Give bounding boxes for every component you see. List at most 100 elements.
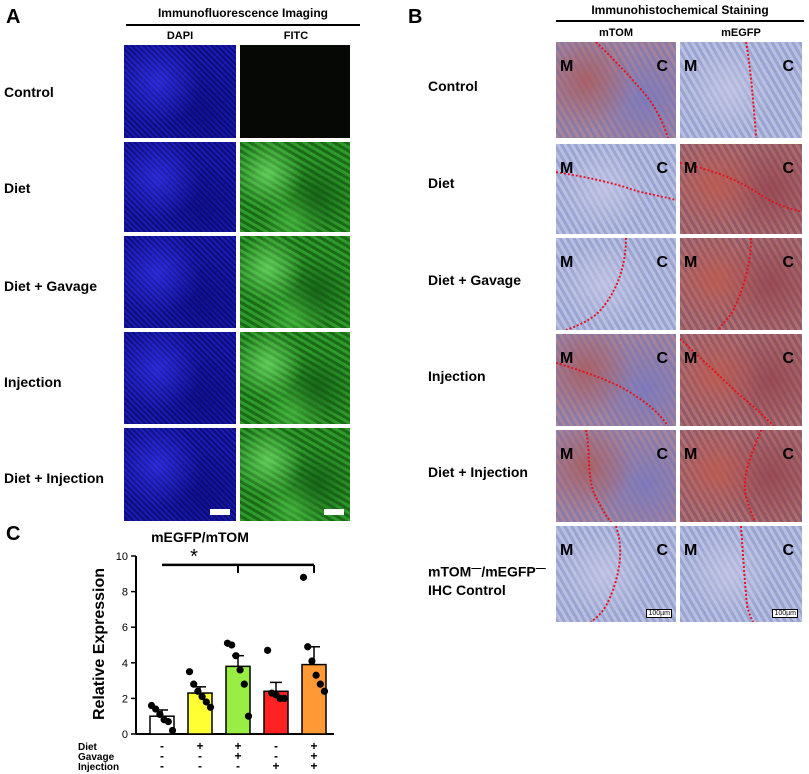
ihc-control-megfp: /mEGFP	[481, 563, 536, 580]
treatment-sign: -	[198, 759, 202, 773]
treatment-sign: +	[196, 739, 203, 753]
data-point	[316, 680, 324, 688]
region-boundary	[590, 526, 622, 622]
y-tick-label: 8	[122, 587, 128, 599]
panel-a-header: Immunofluorescence Imaging	[157, 6, 329, 20]
ihc-megfp-ihc-control: M C 100µm	[680, 526, 802, 622]
medulla-label: M	[560, 350, 574, 367]
row-label-injection: Injection	[4, 374, 62, 390]
if-dapi-diet-gavage	[124, 236, 236, 328]
scale-label: 100µm	[772, 609, 798, 618]
medulla-label: M	[684, 254, 698, 271]
y-tick-label: 4	[122, 658, 128, 670]
if-dapi-diet	[124, 142, 236, 232]
y-tick-label: 0	[122, 729, 128, 741]
region-boundary	[565, 238, 627, 330]
b-row-label-ihc-control: mTOM—/mEGFP— IHC Control	[428, 560, 546, 599]
b-row-label-diet: Diet	[428, 175, 455, 191]
region-boundary	[680, 161, 802, 213]
region-boundary	[680, 338, 775, 426]
cortex-label: C	[656, 350, 668, 367]
region-boundary	[739, 526, 755, 622]
treatment-sign: -	[274, 739, 278, 753]
medulla-label: M	[684, 58, 698, 75]
data-point	[232, 652, 240, 660]
chart-title: mEGFP/mTOM	[151, 529, 249, 545]
medulla-label: M	[684, 542, 698, 559]
region-boundary	[745, 42, 758, 138]
medulla-label: M	[560, 58, 574, 75]
cortex-label: C	[782, 58, 794, 75]
region-boundary	[585, 430, 612, 522]
bar	[225, 665, 251, 735]
treatment-sign: +	[310, 759, 317, 773]
panel-b-letter: B	[408, 6, 423, 28]
treatment-sign: -	[198, 749, 202, 763]
panel-c-letter: C	[6, 523, 21, 545]
treatment-row-label: Diet	[78, 742, 98, 753]
treatment-sign: +	[310, 739, 317, 753]
col-header-dapi: DAPI	[166, 30, 194, 42]
significance-star: *	[190, 546, 198, 568]
data-point	[304, 643, 312, 651]
panel-b-header: Immunohistochemical Staining	[591, 3, 769, 17]
row-label-diet-injection: Diet + Injection	[4, 470, 104, 486]
treatment-sign: -	[160, 749, 164, 763]
row-label-diet: Diet	[4, 180, 31, 196]
if-fitc-diet-gavage	[240, 236, 350, 328]
b-row-label-control: Control	[428, 78, 478, 94]
row-label-diet-gavage: Diet + Gavage	[4, 278, 97, 294]
if-dapi-control	[124, 45, 236, 138]
y-axis-label: Relative Expression	[91, 568, 108, 720]
treatment-row-label: Injection	[78, 762, 119, 773]
scale-label: 100µm	[646, 609, 672, 618]
treatment-sign: -	[160, 759, 164, 773]
ihc-control-line2: IHC Control	[428, 581, 506, 598]
treatment-sign: +	[310, 749, 317, 763]
treatment-sign: +	[234, 749, 241, 763]
cortex-label: C	[656, 254, 668, 271]
col-header-mtom: mTOM	[598, 27, 634, 39]
ihc-mtom-ihc-control: M C 100µm	[556, 526, 676, 622]
data-point	[320, 687, 329, 695]
cortex-label: C	[782, 542, 794, 559]
region-boundary	[717, 238, 753, 330]
data-point	[185, 668, 194, 676]
data-point	[244, 712, 253, 720]
if-fitc-diet-injection	[240, 428, 350, 521]
treatment-sign: +	[272, 759, 279, 773]
data-point	[164, 717, 172, 726]
treatment-sign: -	[236, 759, 240, 773]
cortex-label: C	[656, 446, 668, 463]
col-header-megfp: mEGFP	[721, 27, 761, 39]
if-dapi-injection	[124, 332, 236, 424]
col-header-fitc: FITC	[283, 30, 309, 42]
medulla-label: M	[684, 446, 698, 463]
data-point	[194, 687, 202, 695]
ihc-control-mtom: mTOM	[428, 563, 472, 580]
data-point	[308, 657, 316, 665]
y-tick-label: 10	[116, 551, 128, 563]
y-tick-label: 2	[122, 693, 128, 705]
row-label-control: Control	[4, 84, 54, 100]
medulla-label: M	[560, 542, 574, 559]
data-point	[190, 680, 198, 688]
scale-bar	[210, 509, 230, 515]
cortex-label: C	[782, 350, 794, 367]
ihc-control-sup1: —	[471, 563, 482, 574]
cortex-label: C	[782, 446, 794, 463]
cortex-label: C	[656, 58, 668, 75]
scale-bar	[324, 509, 344, 515]
treatment-row-label: Gavage	[78, 752, 115, 763]
if-dapi-diet-injection	[124, 428, 236, 521]
b-row-label-injection: Injection	[428, 368, 486, 384]
cortex-label: C	[782, 254, 794, 271]
